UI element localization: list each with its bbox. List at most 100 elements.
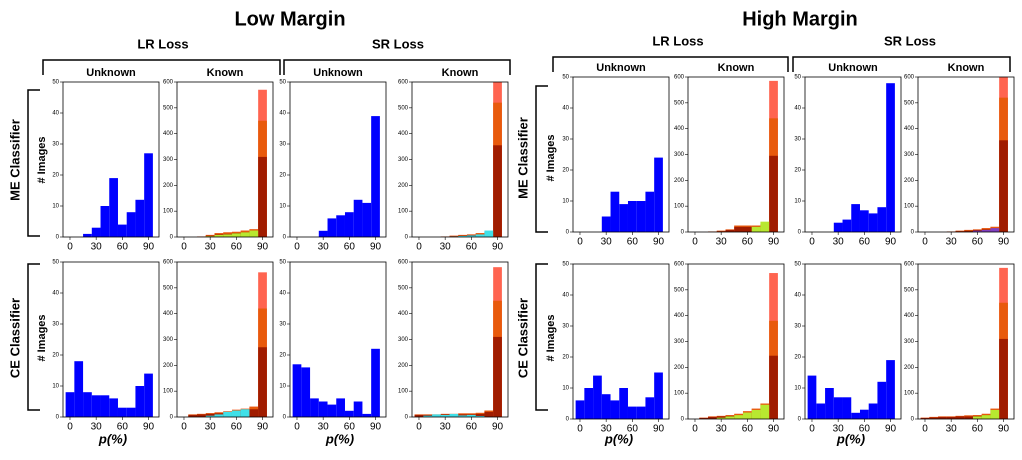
x-tick-label: 60 bbox=[466, 422, 478, 433]
y-tick-label: 300 bbox=[674, 152, 685, 158]
y-axis-label: # Images bbox=[36, 314, 48, 361]
x-tick-label: 90 bbox=[885, 424, 897, 435]
x-tick-label: 60 bbox=[117, 242, 129, 253]
bar bbox=[619, 388, 628, 419]
bar bbox=[101, 206, 110, 237]
y-tick-label: 0 bbox=[798, 417, 802, 423]
x-tick-label: 60 bbox=[859, 424, 871, 435]
bar bbox=[450, 414, 459, 417]
x-tick-label: 30 bbox=[946, 424, 958, 435]
y-tick-label: 40 bbox=[279, 111, 286, 117]
row-label: ME Classifier bbox=[515, 117, 530, 199]
loss-title: LR Loss bbox=[137, 36, 188, 51]
bar bbox=[144, 153, 153, 237]
y-tick-label: 200 bbox=[674, 365, 685, 371]
y-tick-label: 50 bbox=[52, 260, 59, 266]
bar bbox=[232, 233, 241, 237]
y-tick-label: 500 bbox=[398, 105, 409, 111]
y-tick-label: 400 bbox=[398, 131, 409, 137]
y-tick-label: 40 bbox=[52, 291, 59, 297]
x-tick-label: 90 bbox=[143, 242, 155, 253]
bar bbox=[345, 411, 354, 417]
y-tick-label: 100 bbox=[674, 204, 685, 210]
y-tick-label: 400 bbox=[163, 131, 174, 137]
y-tick-label: 400 bbox=[674, 313, 685, 319]
x-tick-label: 30 bbox=[318, 242, 330, 253]
x-tick-label: 0 bbox=[692, 237, 698, 248]
y-tick-label: 0 bbox=[283, 415, 287, 421]
bar bbox=[760, 222, 769, 232]
bar bbox=[816, 404, 825, 420]
y-tick-label: 500 bbox=[163, 105, 174, 111]
bar bbox=[109, 178, 118, 237]
loss-title: LR Loss bbox=[652, 33, 703, 48]
y-tick-label: 40 bbox=[794, 106, 801, 112]
y-tick-label: 10 bbox=[562, 199, 569, 205]
bar bbox=[999, 339, 1008, 419]
y-tick-label: 600 bbox=[163, 260, 174, 266]
bar bbox=[734, 227, 743, 232]
bar bbox=[752, 410, 761, 419]
bar bbox=[127, 212, 136, 237]
bar bbox=[301, 367, 310, 417]
y-tick-label: 600 bbox=[163, 80, 174, 86]
bar bbox=[92, 395, 101, 417]
bar bbox=[602, 217, 611, 233]
bar bbox=[258, 347, 267, 417]
y-tick-label: 600 bbox=[398, 260, 409, 266]
x-tick-label: 90 bbox=[768, 237, 780, 248]
y-tick-label: 50 bbox=[794, 262, 801, 268]
bar bbox=[752, 227, 761, 232]
y-tick-label: 10 bbox=[794, 386, 801, 392]
y-tick-label: 0 bbox=[911, 230, 915, 236]
x-tick-label: 30 bbox=[91, 422, 103, 433]
x-tick-label: 90 bbox=[257, 242, 269, 253]
x-tick-label: 0 bbox=[294, 422, 300, 433]
x-tick-label: 90 bbox=[998, 237, 1010, 248]
x-tick-label: 60 bbox=[117, 422, 129, 433]
y-tick-label: 400 bbox=[674, 126, 685, 132]
y-tick-label: 500 bbox=[674, 287, 685, 293]
x-tick-label: 60 bbox=[466, 242, 478, 253]
y-tick-label: 10 bbox=[562, 386, 569, 392]
y-tick-label: 0 bbox=[566, 230, 570, 236]
x-tick-label: 60 bbox=[344, 422, 356, 433]
y-tick-label: 10 bbox=[279, 384, 286, 390]
x-tick-label: 0 bbox=[692, 424, 698, 435]
y-tick-label: 300 bbox=[163, 337, 174, 343]
x-tick-label: 30 bbox=[91, 242, 103, 253]
y-tick-label: 30 bbox=[794, 137, 801, 143]
bar bbox=[135, 200, 144, 237]
bar bbox=[362, 414, 371, 417]
bar bbox=[593, 376, 602, 419]
y-tick-label: 300 bbox=[398, 157, 409, 163]
panel-title: Unknown bbox=[313, 67, 363, 79]
y-tick-label: 600 bbox=[674, 262, 685, 268]
y-tick-label: 30 bbox=[279, 322, 286, 328]
y-tick-label: 20 bbox=[562, 355, 569, 361]
bar bbox=[834, 397, 843, 419]
x-tick-label: 0 bbox=[181, 422, 187, 433]
y-tick-label: 0 bbox=[170, 235, 174, 241]
bar bbox=[74, 361, 83, 417]
bar bbox=[223, 412, 232, 417]
panel-title: Known bbox=[207, 67, 244, 79]
panel-title: Unknown bbox=[596, 62, 646, 74]
y-tick-label: 300 bbox=[163, 157, 174, 163]
x-tick-label: 30 bbox=[601, 237, 613, 248]
y-tick-label: 600 bbox=[398, 80, 409, 86]
x-tick-label: 60 bbox=[627, 424, 639, 435]
x-tick-label: 0 bbox=[922, 237, 928, 248]
y-tick-label: 500 bbox=[904, 287, 915, 293]
bar bbox=[371, 349, 380, 417]
y-tick-label: 600 bbox=[674, 75, 685, 81]
x-tick-label: 30 bbox=[833, 424, 845, 435]
y-axis-label: # Images bbox=[545, 134, 557, 181]
bar bbox=[628, 407, 637, 419]
